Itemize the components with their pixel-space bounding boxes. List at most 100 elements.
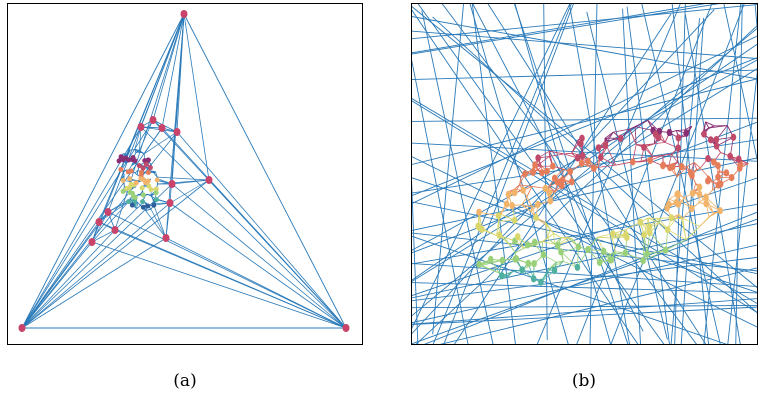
- edge: [161, 127, 347, 329]
- node: [124, 185, 130, 191]
- node: [558, 182, 565, 190]
- node: [715, 162, 721, 170]
- node: [140, 165, 146, 171]
- node: [713, 142, 720, 150]
- edge: [411, 235, 730, 345]
- edge: [183, 13, 347, 329]
- edge: [443, 3, 575, 345]
- edge: [543, 3, 548, 341]
- node: [514, 233, 521, 241]
- edge: [611, 238, 616, 252]
- node: [145, 203, 151, 209]
- node: [575, 243, 582, 251]
- node: [644, 250, 650, 258]
- edge: [411, 177, 758, 297]
- node: [131, 194, 137, 200]
- edge: [665, 239, 687, 251]
- edge: [432, 3, 573, 345]
- edge: [21, 13, 185, 329]
- node: [154, 177, 160, 183]
- node: [127, 189, 133, 195]
- node: [138, 169, 144, 175]
- edge: [622, 8, 642, 345]
- edge: [136, 170, 139, 175]
- edge: [411, 3, 712, 54]
- edge: [509, 245, 516, 253]
- edge: [91, 241, 347, 329]
- node: [555, 241, 561, 250]
- edge: [530, 206, 533, 212]
- edge: [21, 131, 178, 329]
- node: [674, 190, 681, 198]
- edge: [705, 121, 715, 127]
- node: [607, 256, 613, 264]
- node: [578, 159, 585, 167]
- edge: [554, 237, 562, 245]
- edge: [21, 241, 93, 329]
- edge: [654, 141, 666, 145]
- edge: [610, 251, 616, 255]
- node: [668, 214, 675, 222]
- edge: [471, 3, 644, 332]
- edge: [21, 229, 116, 329]
- edge: [693, 162, 698, 171]
- edge: [604, 137, 609, 142]
- node: [505, 190, 512, 198]
- edge: [676, 129, 685, 131]
- node: [551, 267, 558, 275]
- edge: [662, 153, 672, 156]
- node: [574, 263, 581, 271]
- node: [120, 177, 126, 183]
- node: [701, 130, 707, 138]
- edge: [21, 127, 163, 329]
- edge: [98, 221, 347, 329]
- node: [18, 324, 26, 332]
- edge: [526, 196, 533, 207]
- edge: [626, 6, 671, 345]
- edge: [128, 165, 132, 170]
- edge: [153, 171, 156, 173]
- node: [137, 123, 145, 131]
- node: [533, 214, 539, 222]
- node: [487, 255, 494, 263]
- edge: [671, 3, 710, 345]
- node: [678, 162, 685, 171]
- edge: [735, 3, 743, 345]
- edge: [123, 169, 127, 173]
- edge: [21, 202, 171, 329]
- node: [641, 231, 647, 239]
- edge: [681, 218, 687, 240]
- edge: [634, 120, 649, 127]
- node: [133, 180, 139, 186]
- edge: [549, 150, 565, 155]
- edge: [693, 162, 701, 169]
- edge: [411, 97, 758, 305]
- edge: [615, 161, 633, 166]
- node: [342, 324, 350, 332]
- edge: [676, 166, 688, 178]
- edge: [519, 175, 522, 186]
- edge: [705, 121, 710, 129]
- edge: [441, 3, 698, 345]
- edge: [135, 150, 140, 153]
- edge: [652, 155, 664, 158]
- node: [522, 170, 528, 178]
- edge: [435, 267, 758, 345]
- edge: [411, 306, 758, 326]
- node: [664, 204, 670, 212]
- node: [140, 192, 146, 198]
- node: [689, 171, 695, 180]
- node: [126, 199, 132, 205]
- node: [535, 154, 541, 162]
- node: [585, 157, 591, 165]
- edge: [152, 13, 185, 121]
- edge: [411, 298, 758, 325]
- edge: [548, 261, 557, 270]
- panel-a: [18, 10, 350, 332]
- edge: [723, 3, 758, 166]
- node: [205, 176, 213, 184]
- edge: [129, 198, 133, 201]
- node: [519, 266, 525, 274]
- node: [496, 231, 503, 239]
- node: [578, 140, 584, 148]
